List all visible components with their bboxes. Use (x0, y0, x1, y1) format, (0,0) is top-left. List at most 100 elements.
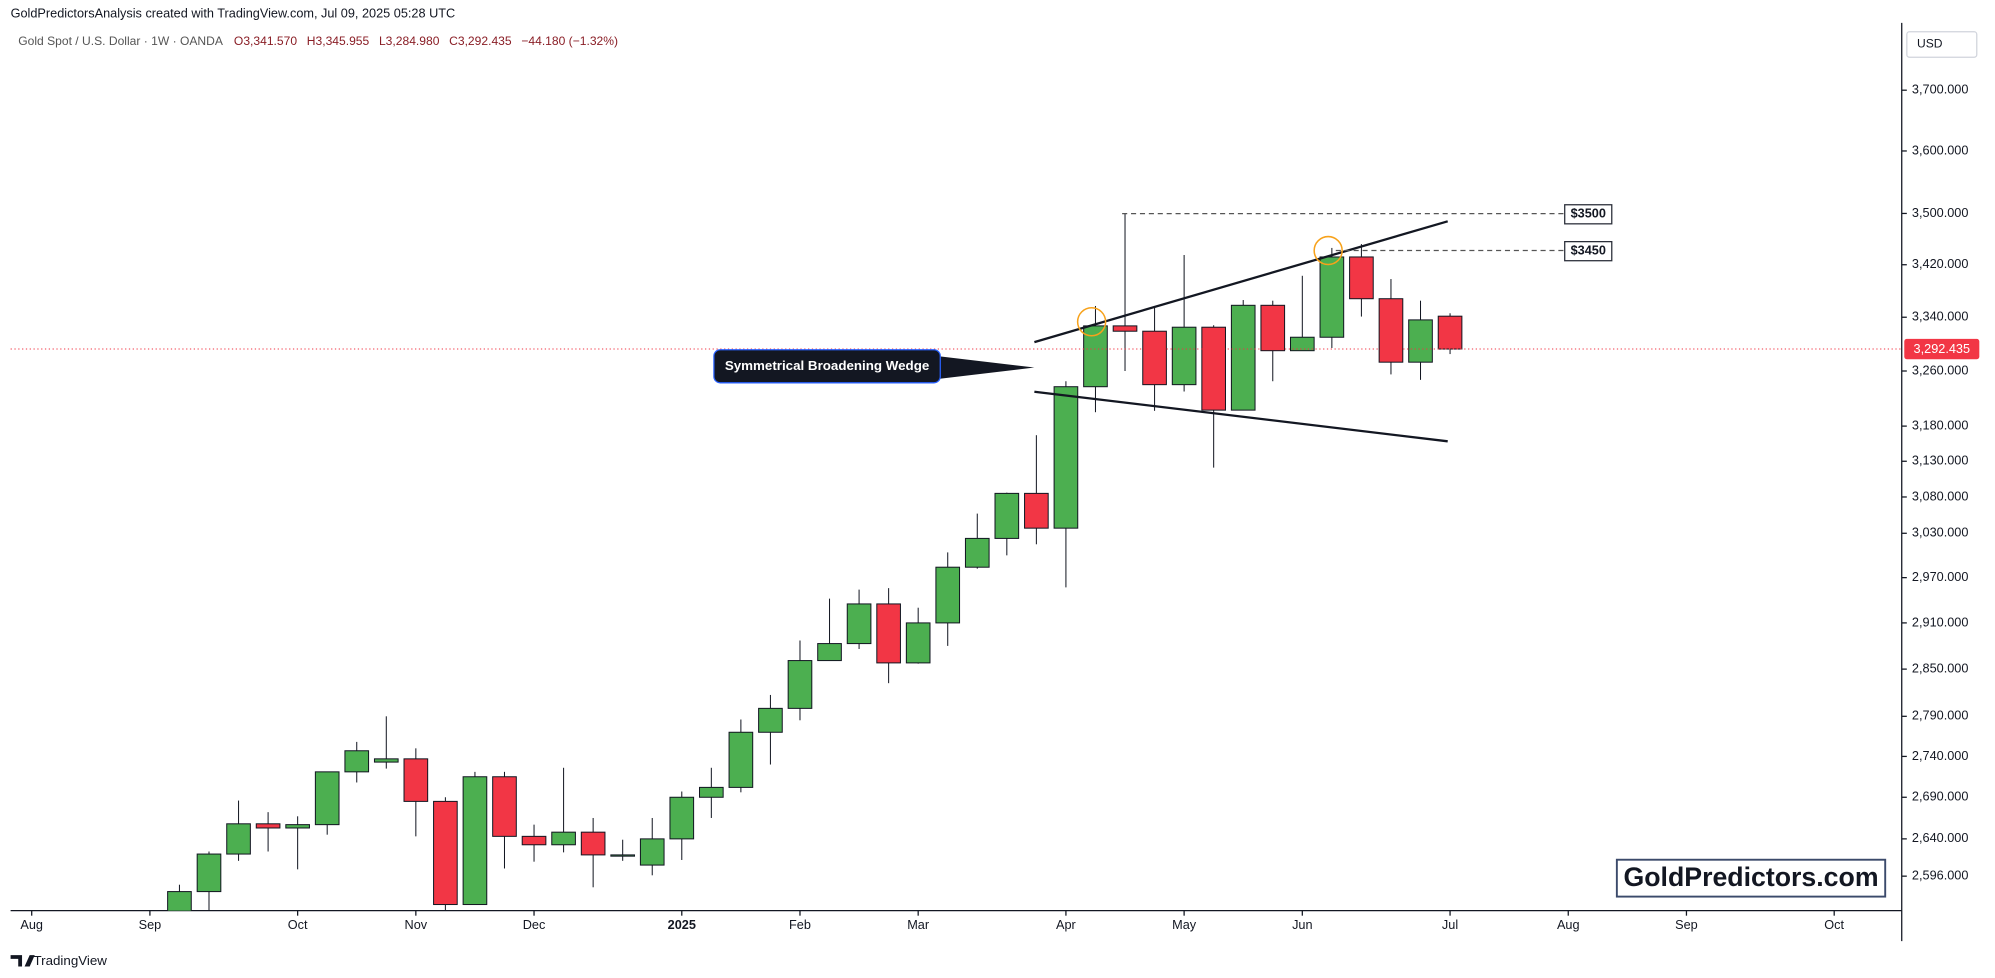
x-tick-label: Sep (139, 917, 162, 932)
y-tick-label: 3,180.000 (1912, 417, 1969, 432)
y-tick-label: 2,970.000 (1912, 569, 1969, 584)
logo (10, 955, 35, 967)
candle-body (462, 776, 488, 906)
x-tick-label: Apr (1056, 917, 1077, 932)
candle-body (964, 537, 990, 568)
candle-body (196, 853, 222, 893)
header: Gold Spot / U.S. Dollar · 1W · OANDA O3,… (18, 34, 618, 48)
wedge-lower-line (1034, 390, 1448, 443)
y-tick-label: 3,030.000 (1912, 525, 1969, 540)
candle-body (551, 831, 576, 846)
level-label: $3500 (1571, 206, 1606, 221)
last-price-box (1904, 338, 1980, 360)
candle-body (1378, 298, 1404, 363)
currency: USD (1917, 37, 1943, 51)
x-tick-label: Jul (1442, 917, 1458, 932)
candle-body (1171, 326, 1197, 386)
x-tick-label: Oct (1824, 917, 1844, 932)
candle-body (846, 603, 872, 645)
y-tick-label: 3,700.000 (1912, 82, 1969, 97)
x-tick-label: Feb (789, 917, 811, 932)
header-low: L3,284.980 (379, 34, 440, 48)
candles (167, 213, 1463, 911)
candle-body (580, 831, 606, 856)
candle-body (492, 776, 517, 837)
candle-body (373, 758, 399, 763)
x-tick-label: Jun (1292, 917, 1312, 932)
y-tick-label: 3,500.000 (1912, 205, 1969, 220)
candle-body (1024, 492, 1049, 529)
candle-body (433, 800, 458, 906)
x-tick-label: Oct (288, 917, 308, 932)
watermark: GoldPredictors.com (1623, 862, 1878, 892)
y-tick-label: 2,640.000 (1912, 830, 1969, 845)
x-tick-label: May (1172, 917, 1197, 932)
y-tick-label: 2,596.000 (1912, 868, 1969, 883)
candle-body (226, 823, 251, 855)
plot-area: 3,700.000 3,600.000 3,500.000 3,420.000 3,34… (10, 82, 1980, 932)
x-tick-label: Sep (1675, 917, 1698, 932)
level-label: $3450 (1571, 243, 1606, 258)
y-tick-label: 3,420.000 (1912, 256, 1969, 271)
candle-body (817, 643, 842, 662)
candle-body (905, 622, 931, 664)
candle-body (1230, 304, 1256, 411)
candle-body (1319, 256, 1345, 338)
top-note: GoldPredictorsAnalysis created with Trad… (11, 5, 456, 20)
y-tick-label: 3,600.000 (1912, 142, 1969, 157)
candle-body (285, 824, 310, 829)
last-price-label: 3,292.435 (1914, 341, 1971, 356)
candle-body (1437, 315, 1463, 350)
candle-body (521, 835, 547, 846)
candle-body (1349, 256, 1374, 300)
symbol: Gold Spot / U.S. Dollar · 1W · OANDA (18, 34, 224, 48)
candle-body (1201, 326, 1226, 411)
header-change: −44.180 (−1.32%) (521, 34, 618, 48)
candle-body (787, 660, 813, 709)
x-tick-label: Dec (523, 917, 546, 932)
candle-body (314, 771, 340, 826)
candle-body (639, 838, 665, 866)
y-tick-label: 2,740.000 (1912, 748, 1969, 763)
candle-body (1083, 325, 1108, 388)
level-box (1564, 204, 1613, 225)
candle-body (167, 891, 192, 911)
highlight-circle (1313, 235, 1343, 266)
y-tick-label: 2,850.000 (1912, 660, 1969, 675)
footer: TradingView (10, 953, 107, 968)
y-tick-label: 3,260.000 (1912, 362, 1969, 377)
x-tick-label: Mar (907, 917, 930, 932)
candle-body (728, 731, 754, 788)
y-tick-label: 3,080.000 (1912, 488, 1969, 503)
wedge-upper-line (1034, 220, 1449, 344)
candle-body (699, 786, 724, 798)
candle-body (255, 823, 281, 829)
highlight-circle (1076, 307, 1107, 337)
watermark-box (1615, 858, 1887, 898)
candle-body (876, 603, 901, 664)
x-tick-label: Nov (405, 917, 428, 932)
y-tick-label: 2,690.000 (1912, 789, 1969, 804)
footer-text: TradingView (33, 953, 107, 968)
header-close: C3,292.435 (449, 34, 512, 48)
y-tick-label: 2,910.000 (1912, 614, 1969, 629)
y-tick-label: 2,790.000 (1912, 708, 1969, 723)
candle-body (1053, 386, 1079, 529)
x-tick-label: Aug (20, 917, 43, 932)
header-high: H3,345.955 (307, 34, 370, 48)
callout-pointer (937, 356, 1035, 379)
candle-body (610, 854, 636, 857)
y-tick-label: 3,130.000 (1912, 453, 1969, 468)
candle-body (1289, 336, 1315, 352)
candle-body (1408, 319, 1433, 363)
candle-body (344, 750, 370, 773)
candle-body (669, 796, 695, 840)
candle-body (1112, 325, 1138, 332)
callout-text: Symmetrical Broadening Wedge (725, 358, 929, 373)
drawings: $3500 $3450 Symmetrical Broadening Wedge… (713, 204, 1887, 898)
currency-box (1906, 31, 1978, 58)
callout-box (713, 349, 941, 384)
